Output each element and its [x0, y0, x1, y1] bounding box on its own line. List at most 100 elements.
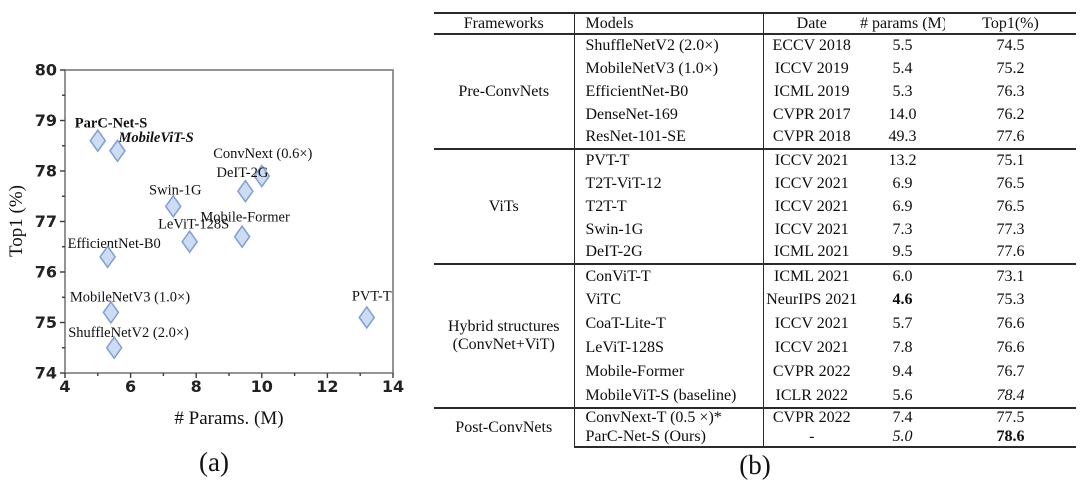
framework-cell: Post-ConvNets	[434, 407, 575, 447]
params-cell: 13.2	[860, 148, 945, 172]
date-cell: ICLR 2022	[775, 386, 848, 404]
table-row: LeViT-128S ICCV 2021 7.8 76.6	[434, 336, 1076, 360]
point-label: EfficientNet-B0	[68, 236, 161, 252]
params-cell: 6.9	[892, 197, 913, 215]
y-tick-label: 76	[35, 263, 57, 282]
model-cell: MobileViT-S (baseline)	[574, 384, 764, 408]
model-cell: LeViT-128S	[574, 336, 764, 360]
plot-content: 4 6 8 10 12 14 74 75 76 77 78 79 80 ParC-Net-SMobileV…	[35, 61, 404, 397]
params-cell: 5.3	[892, 82, 913, 100]
params-cell: 9.4	[892, 363, 913, 381]
model-cell: EfficientNet-B0	[574, 80, 764, 103]
top1-cell: 76.6	[996, 315, 1025, 333]
table-row: ParC-Net-S (Ours) -5.0 78.6	[434, 427, 1076, 448]
model-cell: Swin-1G	[574, 218, 764, 241]
top1-cell: 74.5	[945, 33, 1076, 57]
table-row: EfficientNet-B0 ICML 2019 5.3 76.3	[434, 80, 1076, 103]
date-cell: NeurIPS 2021	[766, 291, 858, 309]
header-top1: Top1(%)	[945, 12, 1076, 35]
top1-cell: 75.2	[996, 59, 1025, 77]
table-row: T2T-ViT-12 ICCV 2021 6.9 76.5	[434, 172, 1076, 195]
table-row: DeIT-2G ICML 2021 9.5 77.6	[434, 241, 1076, 264]
point-label: DeIT-2G	[216, 165, 268, 181]
top1-cell: 77.6	[996, 243, 1025, 261]
y-tick-label: 75	[35, 313, 57, 332]
x-axis-title: # Params. (M)	[174, 408, 283, 429]
model-cell: CoaT-Lite-T	[574, 312, 764, 336]
model-cell: DenseNet-169	[574, 103, 764, 126]
scatter-point	[102, 300, 120, 325]
top1-cell: 76.5	[996, 197, 1025, 215]
scatter-point	[236, 179, 254, 203]
y-tick-label: 74	[35, 364, 57, 383]
date-cell: ICCV 2021	[774, 197, 849, 215]
model-cell: ParC-Net-S (Ours)	[574, 427, 764, 448]
point-label: Swin-1G	[149, 182, 202, 198]
top1-cell: 75.1	[945, 148, 1076, 172]
table-row: MobileViT-S (baseline) ICLR 2022 5.6 78.4	[434, 384, 1076, 408]
date-cell: ICCV 2021	[774, 174, 849, 192]
top1-cell: 73.1	[945, 263, 1076, 288]
point-label: ShuffleNetV2 (2.0×)	[68, 325, 189, 341]
model-cell: T2T-ViT-12	[574, 172, 764, 195]
model-cell: ShuffleNetV2 (2.0×)	[574, 33, 764, 57]
params-cell: 7.4	[860, 407, 945, 428]
top1-cell: 75.3	[996, 291, 1025, 309]
framework-cell: Hybrid structures (ConvNet+ViT)	[434, 263, 575, 408]
comparison-table-wrap: Frameworks Models Date # params (M) Top1…	[434, 12, 1076, 448]
top1-cell: 77.3	[996, 220, 1025, 238]
scatter-point	[109, 139, 126, 163]
date-cell: CVPR 2018	[772, 128, 851, 146]
point-label: PVT-T	[352, 288, 392, 304]
point-label: ConvNext (0.6×)	[213, 146, 312, 162]
header-frameworks: Frameworks	[434, 12, 575, 35]
top1-cell: 78.4	[996, 386, 1025, 404]
table-row: ViTC NeurIPS 2021 4.6 75.3	[434, 288, 1076, 312]
point-label: ParC-Net-S	[75, 116, 147, 132]
y-tick-label: 79	[35, 111, 57, 130]
params-cell: 5.6	[892, 386, 913, 404]
date-cell: CVPR 2022	[772, 363, 851, 381]
model-cell: MobileNetV3 (1.0×)	[574, 57, 764, 80]
params-cell: 4.6	[892, 291, 913, 309]
date-cell: CVPR 2017	[772, 105, 851, 123]
header-date: Date	[763, 12, 860, 35]
date-cell: ICCV 2021	[774, 220, 849, 238]
params-cell: 5.7	[892, 315, 913, 333]
top1-cell: 76.6	[996, 339, 1025, 357]
model-cell: ResNet-101-SE	[574, 126, 764, 149]
model-cell: T2T-T	[574, 195, 764, 218]
top1-cell: 76.5	[996, 174, 1025, 192]
framework-cell: ViTs	[434, 148, 575, 264]
top1-cell: 76.7	[996, 363, 1025, 381]
y-axis-title: Top1 (%)	[6, 185, 27, 257]
date-cell: ICML 2019	[774, 82, 850, 100]
table-row: MobileNetV3 (1.0×) ICCV 2019 5.4 75.2	[434, 57, 1076, 80]
table-row: Mobile-Former CVPR 2022 9.4 76.7	[434, 360, 1076, 384]
top1-cell: 77.6	[996, 128, 1025, 146]
table-row: ViTs PVT-T ICCV 2021 13.2 75.1	[434, 148, 1076, 264]
table-row: Swin-1G ICCV 2021 7.3 77.3	[434, 218, 1076, 241]
comparison-table: Frameworks Models Date # params (M) Top1…	[434, 12, 1076, 448]
params-cell: 6.0	[860, 263, 945, 288]
params-cell: 5.5	[860, 33, 945, 57]
point-label: MobileViT-S	[117, 130, 193, 146]
table-row: DenseNet-169 CVPR 2017 14.0 76.2	[434, 103, 1076, 126]
model-cell: PVT-T	[574, 148, 764, 172]
model-cell: ConvNext-T (0.5 ×)*	[574, 407, 764, 428]
model-cell: DeIT-2G	[574, 241, 764, 264]
scatter-point	[358, 305, 376, 330]
header-params: # params (M)	[860, 12, 945, 35]
model-cell: ConViT-T	[574, 263, 764, 288]
date-cell: ECCV 2018	[763, 33, 860, 57]
params-cell: 5.0	[860, 427, 945, 448]
x-tick-label: 10	[251, 377, 273, 396]
point-label: MobileNetV3 (1.0×)	[70, 289, 190, 305]
caption-a: (a)	[199, 447, 229, 477]
y-tick-label: 77	[35, 212, 57, 231]
date-cell: CVPR 2022	[763, 407, 860, 428]
top1-cell: 78.6	[945, 427, 1076, 448]
scatter-point	[105, 335, 123, 360]
point-label: Mobile-Former	[200, 210, 290, 226]
